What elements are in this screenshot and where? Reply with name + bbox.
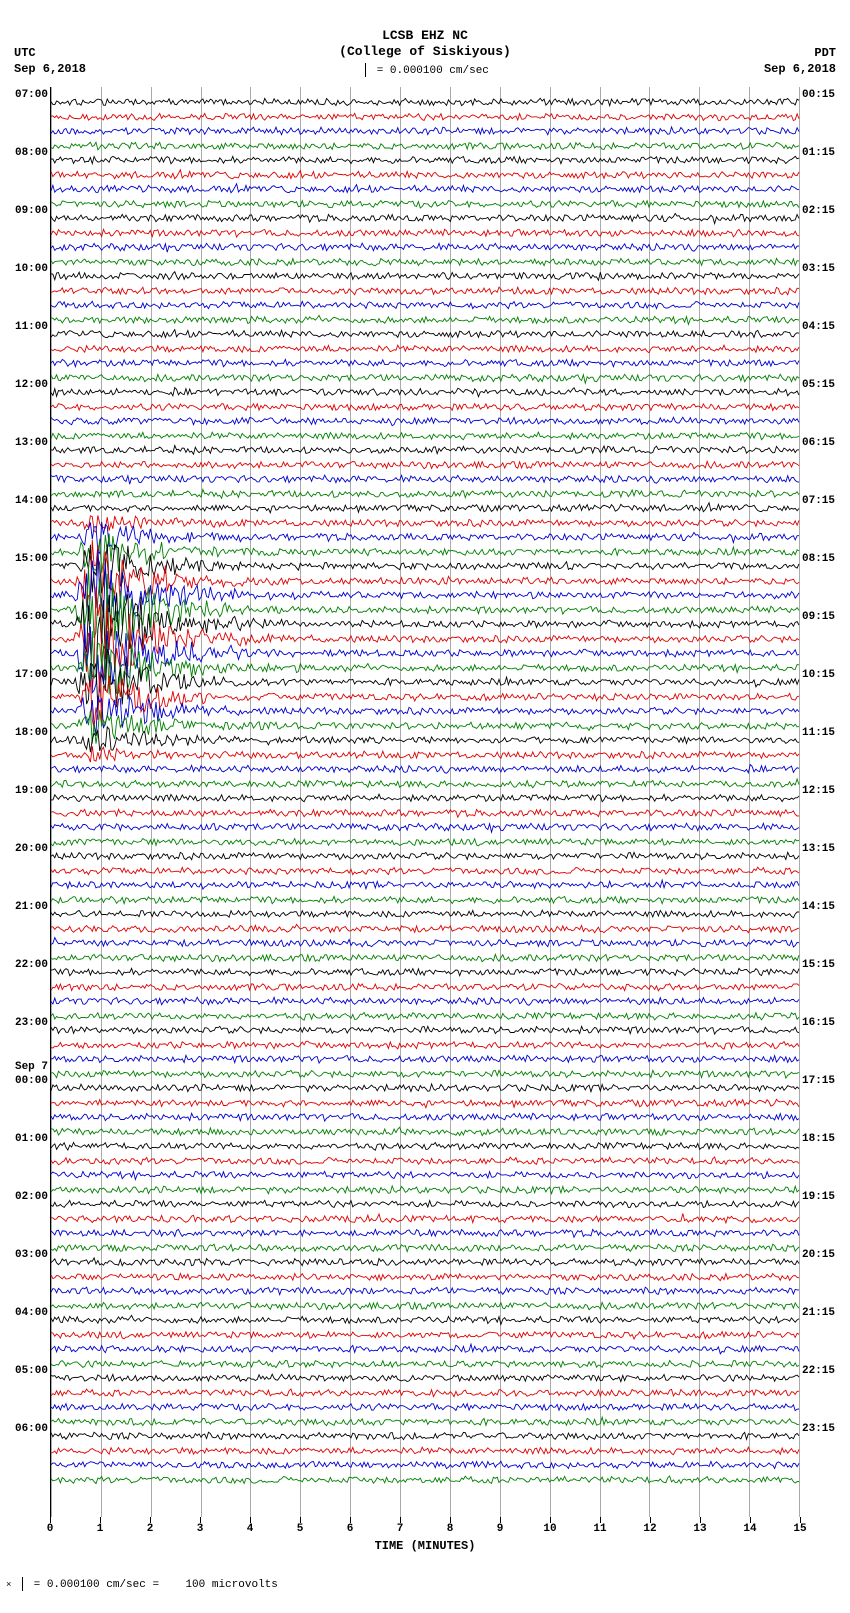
pdt-time-label: 10:15 <box>800 669 835 681</box>
header-scale: = 0.000100 cm/sec <box>0 59 850 77</box>
pdt-time-label: 20:15 <box>800 1249 835 1261</box>
utc-time-label: 00:00 <box>15 1075 50 1087</box>
x-axis-title: TIME (MINUTES) <box>50 1517 800 1553</box>
pdt-time-label: 02:15 <box>800 205 835 217</box>
utc-time-label: 12:00 <box>15 379 50 391</box>
x-tick-label: 10 <box>543 1523 556 1535</box>
utc-time-label: 03:00 <box>15 1249 50 1261</box>
utc-time-label: 02:00 <box>15 1191 50 1203</box>
utc-time-label: 22:00 <box>15 959 50 971</box>
utc-time-label: 17:00 <box>15 669 50 681</box>
tr-date: Sep 6,2018 <box>764 62 836 78</box>
seismogram-plot: 07:0008:0009:0010:0011:0012:0013:0014:00… <box>50 87 800 1517</box>
x-tick-label: 0 <box>47 1523 54 1535</box>
footer-scale: × = 0.000100 cm/sec = 100 microvolts <box>0 1557 850 1601</box>
utc-time-label: 05:00 <box>15 1365 50 1377</box>
pdt-time-label: 09:15 <box>800 611 835 623</box>
x-tick-label: 1 <box>97 1523 104 1535</box>
utc-time-label: 19:00 <box>15 785 50 797</box>
x-tick-label: 4 <box>247 1523 254 1535</box>
pdt-time-label: 15:15 <box>800 959 835 971</box>
x-tick-label: 15 <box>793 1523 806 1535</box>
trace-row <box>51 1473 799 1488</box>
x-tick-label: 13 <box>693 1523 706 1535</box>
pdt-time-label: 17:15 <box>800 1075 835 1087</box>
pdt-time-label: 23:15 <box>800 1423 835 1435</box>
utc-time-label: 04:00 <box>15 1307 50 1319</box>
x-tick-label: 11 <box>593 1523 606 1535</box>
utc-time-label: 01:00 <box>15 1133 50 1145</box>
gridline <box>799 87 800 1517</box>
scale-bar-icon <box>365 63 366 77</box>
pdt-time-label: 12:15 <box>800 785 835 797</box>
utc-time-label: 14:00 <box>15 495 50 507</box>
x-tick-label: 3 <box>197 1523 204 1535</box>
footer-text-b: 100 microvolts <box>185 1579 277 1591</box>
pdt-time-label: 13:15 <box>800 843 835 855</box>
x-tick-label: 5 <box>297 1523 304 1535</box>
pdt-time-label: 03:15 <box>800 263 835 275</box>
utc-time-label: 07:00 <box>15 89 50 101</box>
x-tick-label: 6 <box>347 1523 354 1535</box>
pdt-time-label: 01:15 <box>800 147 835 159</box>
pdt-time-label: 19:15 <box>800 1191 835 1203</box>
pdt-time-label: 16:15 <box>800 1017 835 1029</box>
scale-bar-icon <box>22 1577 23 1591</box>
tl-date: Sep 6,2018 <box>14 62 86 78</box>
pdt-time-label: 08:15 <box>800 553 835 565</box>
pdt-time-label: 14:15 <box>800 901 835 913</box>
pdt-time-label: 21:15 <box>800 1307 835 1319</box>
pdt-time-label: 18:15 <box>800 1133 835 1145</box>
utc-time-label: 11:00 <box>15 321 50 333</box>
corner-top-left: UTC Sep 6,2018 <box>14 46 86 77</box>
utc-time-label: 06:00 <box>15 1423 50 1435</box>
pdt-time-label: 00:15 <box>800 89 835 101</box>
x-tick-label: 14 <box>743 1523 756 1535</box>
utc-time-label: 16:00 <box>15 611 50 623</box>
pdt-time-label: 07:15 <box>800 495 835 507</box>
utc-time-label: 13:00 <box>15 437 50 449</box>
x-tick-label: 9 <box>497 1523 504 1535</box>
footer-text-a: = 0.000100 cm/sec = <box>34 1579 159 1591</box>
title-line-1: LCSB EHZ NC <box>0 28 850 44</box>
pdt-time-label: 11:15 <box>800 727 835 739</box>
chart-title: LCSB EHZ NC (College of Siskiyous) <box>0 0 850 59</box>
utc-time-label: 08:00 <box>15 147 50 159</box>
x-tick-label: 2 <box>147 1523 154 1535</box>
x-tick-label: 8 <box>447 1523 454 1535</box>
x-tick-label: 7 <box>397 1523 404 1535</box>
pdt-time-label: 04:15 <box>800 321 835 333</box>
x-tick-label: 12 <box>643 1523 656 1535</box>
utc-time-label: 23:00 <box>15 1017 50 1029</box>
utc-time-label: 15:00 <box>15 553 50 565</box>
utc-time-label: 20:00 <box>15 843 50 855</box>
tl-timezone: UTC <box>14 46 86 62</box>
utc-time-label: 10:00 <box>15 263 50 275</box>
day-marker: Sep 7 <box>15 1061 50 1073</box>
pdt-time-label: 06:15 <box>800 437 835 449</box>
utc-time-label: 09:00 <box>15 205 50 217</box>
utc-time-label: 18:00 <box>15 727 50 739</box>
title-line-2: (College of Siskiyous) <box>0 44 850 60</box>
corner-top-right: PDT Sep 6,2018 <box>764 46 836 77</box>
pdt-time-label: 22:15 <box>800 1365 835 1377</box>
pdt-time-label: 05:15 <box>800 379 835 391</box>
tr-timezone: PDT <box>764 46 836 62</box>
x-axis: TIME (MINUTES) 0123456789101112131415 <box>50 1517 800 1557</box>
utc-time-label: 21:00 <box>15 901 50 913</box>
header-scale-text: = 0.000100 cm/sec <box>377 65 489 77</box>
